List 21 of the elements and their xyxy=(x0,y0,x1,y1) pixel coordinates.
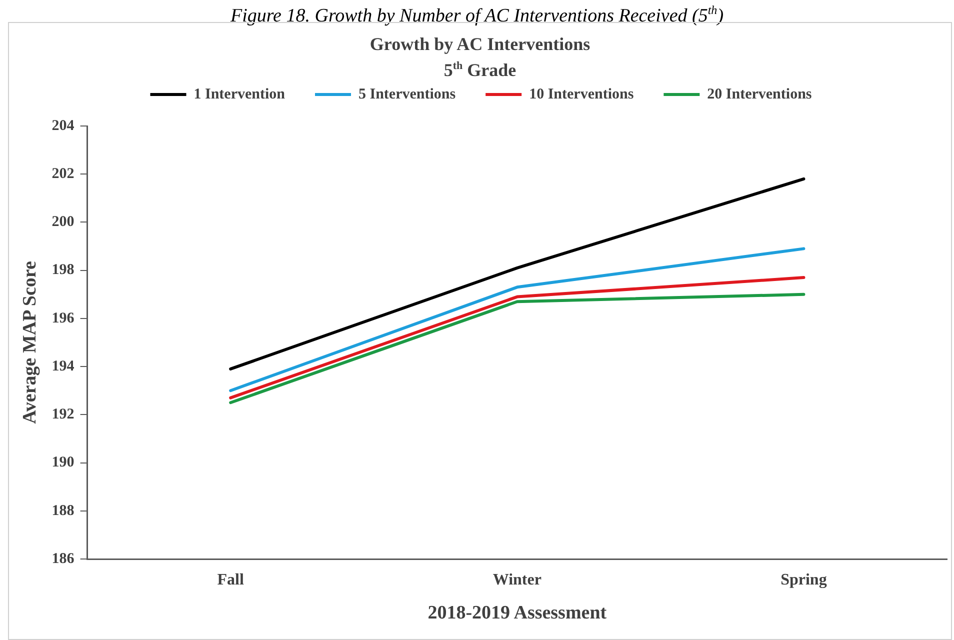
y-tick-label: 188 xyxy=(52,502,74,519)
y-tick-label: 194 xyxy=(52,358,75,374)
y-tick-label: 200 xyxy=(52,214,74,230)
y-tick-label: 190 xyxy=(52,454,74,471)
y-tick-label: 186 xyxy=(52,550,75,567)
legend-label: 5 Interventions xyxy=(358,86,456,102)
chart-title: Growth by AC Interventions xyxy=(368,33,592,55)
y-tick-label: 204 xyxy=(52,118,75,134)
y-tick-label: 202 xyxy=(52,166,74,182)
x-tick-label: Spring xyxy=(780,572,827,589)
x-axis-title: 2018-2019 Assessment xyxy=(428,602,608,624)
y-axis-title: Average MAP Score xyxy=(19,261,40,424)
legend-label: 10 Interventions xyxy=(529,86,634,102)
legend-label: 20 Interventions xyxy=(707,86,812,102)
x-tick-label: Winter xyxy=(492,572,542,589)
y-tick-label: 198 xyxy=(52,262,74,278)
y-tick-label: 196 xyxy=(52,310,75,326)
y-tick-label: 192 xyxy=(52,406,74,423)
chart-subtitle: 5$^{th}$ Grade xyxy=(442,59,518,81)
x-tick-label: Fall xyxy=(217,572,244,589)
legend-label: 1 Intervention xyxy=(194,86,286,102)
